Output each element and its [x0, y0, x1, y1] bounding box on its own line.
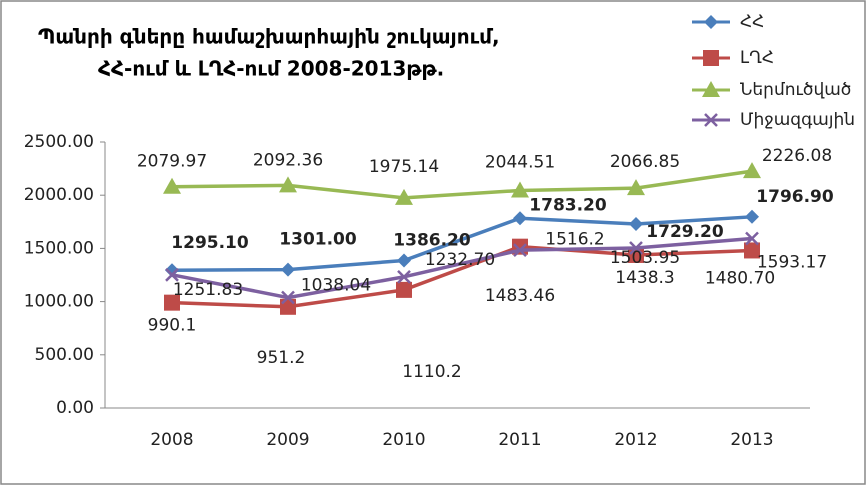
data-label: 2044.51 — [485, 152, 555, 172]
legend-label: Միջազգային — [740, 110, 855, 130]
marker — [744, 242, 760, 259]
data-label: 1232.70 — [425, 250, 495, 270]
data-label: 951.2 — [257, 348, 306, 368]
x-tick-label: 2009 — [266, 430, 309, 450]
data-label: 1503.95 — [610, 248, 680, 268]
x-tick-label: 2010 — [382, 430, 425, 450]
data-label: 2092.36 — [253, 150, 323, 170]
legend-marker — [704, 113, 718, 127]
marker — [743, 162, 761, 179]
data-label: 1516.2 — [545, 230, 604, 250]
marker — [165, 267, 179, 282]
data-label: 1438.3 — [615, 268, 674, 288]
marker — [281, 262, 295, 277]
marker — [745, 209, 759, 224]
marker — [629, 217, 643, 232]
marker — [164, 294, 180, 311]
chart-title: ՀՀ-ում և ԼՂՀ-ում 2008-2013թթ. — [98, 57, 444, 81]
data-label: 1783.20 — [529, 195, 607, 215]
legend-label: ԼՂՀ — [740, 48, 774, 68]
data-label: 1480.70 — [705, 268, 775, 288]
marker — [165, 263, 179, 278]
y-tick-label: 0.00 — [56, 398, 94, 418]
y-tick-label: 1000.00 — [24, 292, 94, 312]
marker — [280, 298, 296, 315]
data-label: 2079.97 — [137, 152, 207, 172]
chart-title: Պանրի գները համաշխարհային շուկայում, — [38, 25, 500, 49]
marker — [396, 281, 412, 298]
data-label: 1975.14 — [369, 157, 439, 177]
marker — [513, 211, 527, 226]
data-label: 1110.2 — [402, 362, 461, 382]
data-label: 1483.46 — [485, 286, 555, 306]
series-line — [171, 169, 753, 200]
y-tick-label: 500.00 — [35, 345, 94, 365]
marker — [395, 188, 413, 205]
marker — [745, 231, 759, 246]
series-line — [171, 244, 753, 309]
x-tick-label: 2008 — [150, 430, 193, 450]
marker — [511, 181, 529, 198]
data-label: 1301.00 — [279, 230, 357, 250]
data-label: 1251.83 — [173, 280, 243, 300]
marker — [629, 241, 643, 255]
marker — [163, 177, 181, 194]
series-line — [171, 236, 753, 300]
x-tick-label: 2011 — [498, 430, 541, 450]
y-tick-label: 1500.00 — [24, 238, 94, 258]
data-label: 1729.20 — [646, 222, 724, 242]
y-tick-label: 2500.00 — [24, 132, 94, 152]
legend-label: Ներմուծված — [740, 80, 851, 100]
data-label: 1038.04 — [301, 276, 371, 296]
x-tick-label: 2013 — [730, 430, 773, 450]
data-label: 1295.10 — [171, 233, 249, 253]
marker — [397, 269, 411, 284]
data-label: 1593.17 — [757, 252, 827, 272]
legend-marker — [703, 50, 719, 66]
data-label: 2226.08 — [762, 146, 832, 166]
marker — [281, 290, 295, 305]
data-label: 990.1 — [148, 316, 197, 336]
y-tick-label: 2000.00 — [24, 185, 94, 205]
data-label: 2066.85 — [610, 152, 680, 172]
marker — [279, 176, 297, 193]
legend-label: ՀՀ — [740, 12, 764, 32]
marker — [513, 243, 527, 258]
marker — [397, 253, 411, 268]
x-tick-label: 2012 — [614, 430, 657, 450]
legend-marker — [702, 81, 720, 97]
legend-marker — [704, 15, 718, 29]
marker — [627, 179, 645, 196]
data-label: 1796.90 — [756, 187, 834, 207]
data-label: 1386.20 — [393, 231, 471, 251]
series-line — [171, 215, 753, 272]
